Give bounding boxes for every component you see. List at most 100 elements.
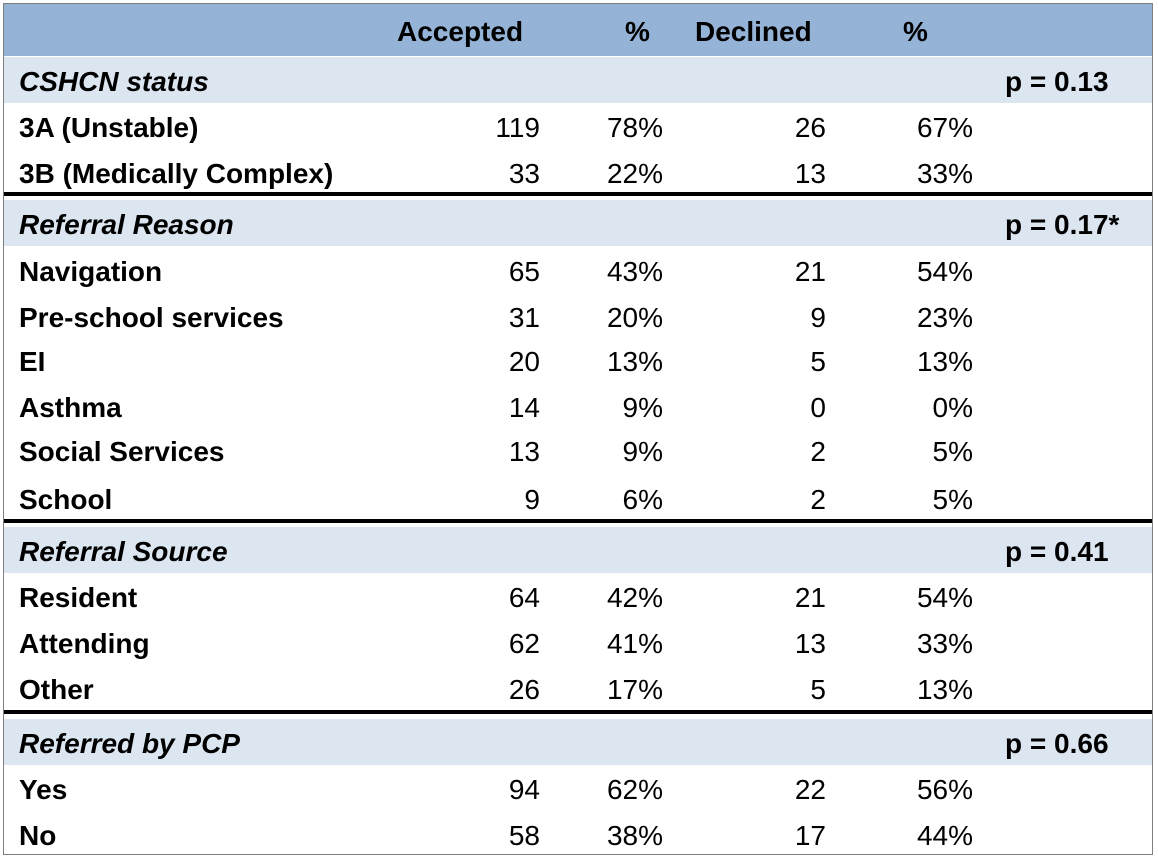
declined-percent: 5% — [932, 436, 973, 467]
declined-percent: 33% — [916, 628, 973, 659]
row-label: Navigation — [19, 256, 163, 287]
row-label: Resident — [19, 582, 138, 613]
declined-count: 5 — [810, 674, 826, 705]
section-title: Referred by PCP — [19, 728, 240, 759]
declined-count: 13 — [794, 158, 826, 189]
row-label: School — [19, 484, 113, 515]
row-label: Other — [19, 674, 94, 705]
section-background — [4, 200, 1152, 246]
row-label: EI — [19, 346, 46, 377]
table-row: School 9 6% 2 5% — [4, 476, 1152, 522]
accepted-count: 94 — [508, 774, 540, 805]
section-title: Referral Source — [19, 536, 228, 567]
accepted-count: 9 — [524, 484, 540, 515]
accepted-count: 64 — [508, 582, 540, 613]
declined-percent: 23% — [916, 302, 973, 333]
declined-percent: 44% — [916, 820, 973, 851]
table-row: Pre-school services 31 20% 9 23% — [4, 294, 1152, 340]
accepted-percent: 43% — [606, 256, 663, 287]
accepted-count: 119 — [495, 112, 540, 143]
header-accepted: Accepted — [397, 16, 524, 47]
section-p-value: p = 0.17* — [1005, 209, 1120, 240]
section-divider — [4, 710, 1152, 714]
accepted-count: 14 — [508, 392, 540, 423]
declined-count: 5 — [810, 346, 826, 377]
section-p-value: p = 0.66 — [1005, 728, 1109, 759]
accepted-count: 33 — [508, 158, 540, 189]
table-row: Social Services 13 9% 2 5% — [4, 428, 1152, 474]
section-header-row: Referral Reason p = 0.17* — [4, 200, 1152, 246]
accepted-percent: 38% — [606, 820, 663, 851]
section-header-row: CSHCN status p = 0.13 — [4, 57, 1152, 103]
accepted-percent: 62% — [606, 774, 663, 805]
accepted-percent: 41% — [606, 628, 663, 659]
declined-count: 26 — [794, 112, 826, 143]
declined-percent: 54% — [916, 256, 973, 287]
table-row: EI 20 13% 5 13% — [4, 338, 1152, 384]
section-background — [4, 57, 1152, 103]
data-table: Accepted % Declined % CSHCN status p = 0.… — [3, 3, 1153, 855]
declined-count: 0 — [810, 392, 826, 423]
accepted-count: 26 — [508, 674, 540, 705]
declined-percent: 13% — [916, 674, 973, 705]
table-row: Other 26 17% 5 13% — [4, 666, 1152, 712]
declined-percent: 5% — [932, 484, 973, 515]
declined-count: 17 — [794, 820, 826, 851]
table-row: No 58 38% 17 44% — [4, 812, 1152, 858]
declined-percent: 33% — [916, 158, 973, 189]
accepted-percent: 20% — [606, 302, 663, 333]
section-p-value: p = 0.13 — [1005, 66, 1109, 97]
table-row: Resident 64 42% 21 54% — [4, 574, 1152, 620]
table-row: Asthma 14 9% 0 0% — [4, 384, 1152, 430]
section-divider — [4, 192, 1152, 196]
section-header-row: Referred by PCP p = 0.66 — [4, 719, 1152, 765]
declined-percent: 13% — [916, 346, 973, 377]
declined-count: 13 — [794, 628, 826, 659]
declined-percent: 0% — [932, 392, 973, 423]
accepted-count: 62 — [508, 628, 540, 659]
row-label: Pre-school services — [19, 302, 284, 333]
row-label: Yes — [19, 774, 68, 805]
accepted-percent: 9% — [622, 392, 663, 423]
accepted-count: 13 — [508, 436, 540, 467]
accepted-percent: 22% — [606, 158, 663, 189]
accepted-percent: 9% — [622, 436, 663, 467]
accepted-count: 31 — [508, 302, 540, 333]
table-header-row: Accepted % Declined % — [4, 3, 1152, 56]
section-header-row: Referral Source p = 0.41 — [4, 527, 1152, 573]
row-label: Attending — [19, 628, 150, 659]
table-row: Attending 62 41% 13 33% — [4, 620, 1152, 666]
accepted-percent: 17% — [606, 674, 663, 705]
declined-count: 22 — [794, 774, 826, 805]
row-label: 3A (Unstable) — [19, 112, 199, 143]
accepted-count: 65 — [508, 256, 540, 287]
declined-percent: 67% — [916, 112, 973, 143]
row-label: Social Services — [19, 436, 225, 467]
declined-percent: 56% — [916, 774, 973, 805]
declined-percent: 54% — [916, 582, 973, 613]
table-row: 3A (Unstable) 119 78% 26 67% — [4, 104, 1152, 150]
accepted-percent: 13% — [606, 346, 663, 377]
row-label: 3B (Medically Complex) — [19, 158, 334, 189]
declined-count: 9 — [810, 302, 826, 333]
table-row: Yes 94 62% 22 56% — [4, 766, 1152, 812]
accepted-percent: 78% — [606, 112, 663, 143]
header-accepted-pct: % — [625, 16, 650, 47]
header-declined-pct: % — [903, 16, 928, 47]
declined-count: 2 — [810, 484, 826, 515]
section-title: CSHCN status — [19, 66, 209, 97]
section-background — [4, 719, 1152, 765]
header-declined: Declined — [695, 16, 812, 47]
section-p-value: p = 0.41 — [1005, 536, 1109, 567]
table-row: Navigation 65 43% 21 54% — [4, 248, 1152, 294]
table-row: 3B (Medically Complex) 33 22% 13 33% — [4, 150, 1152, 196]
row-label: Asthma — [19, 392, 122, 423]
accepted-count: 20 — [508, 346, 540, 377]
declined-count: 21 — [794, 256, 826, 287]
row-label: No — [19, 820, 57, 851]
declined-count: 2 — [810, 436, 826, 467]
accepted-percent: 42% — [606, 582, 663, 613]
section-divider — [4, 519, 1152, 523]
declined-count: 21 — [794, 582, 826, 613]
section-title: Referral Reason — [19, 209, 234, 240]
